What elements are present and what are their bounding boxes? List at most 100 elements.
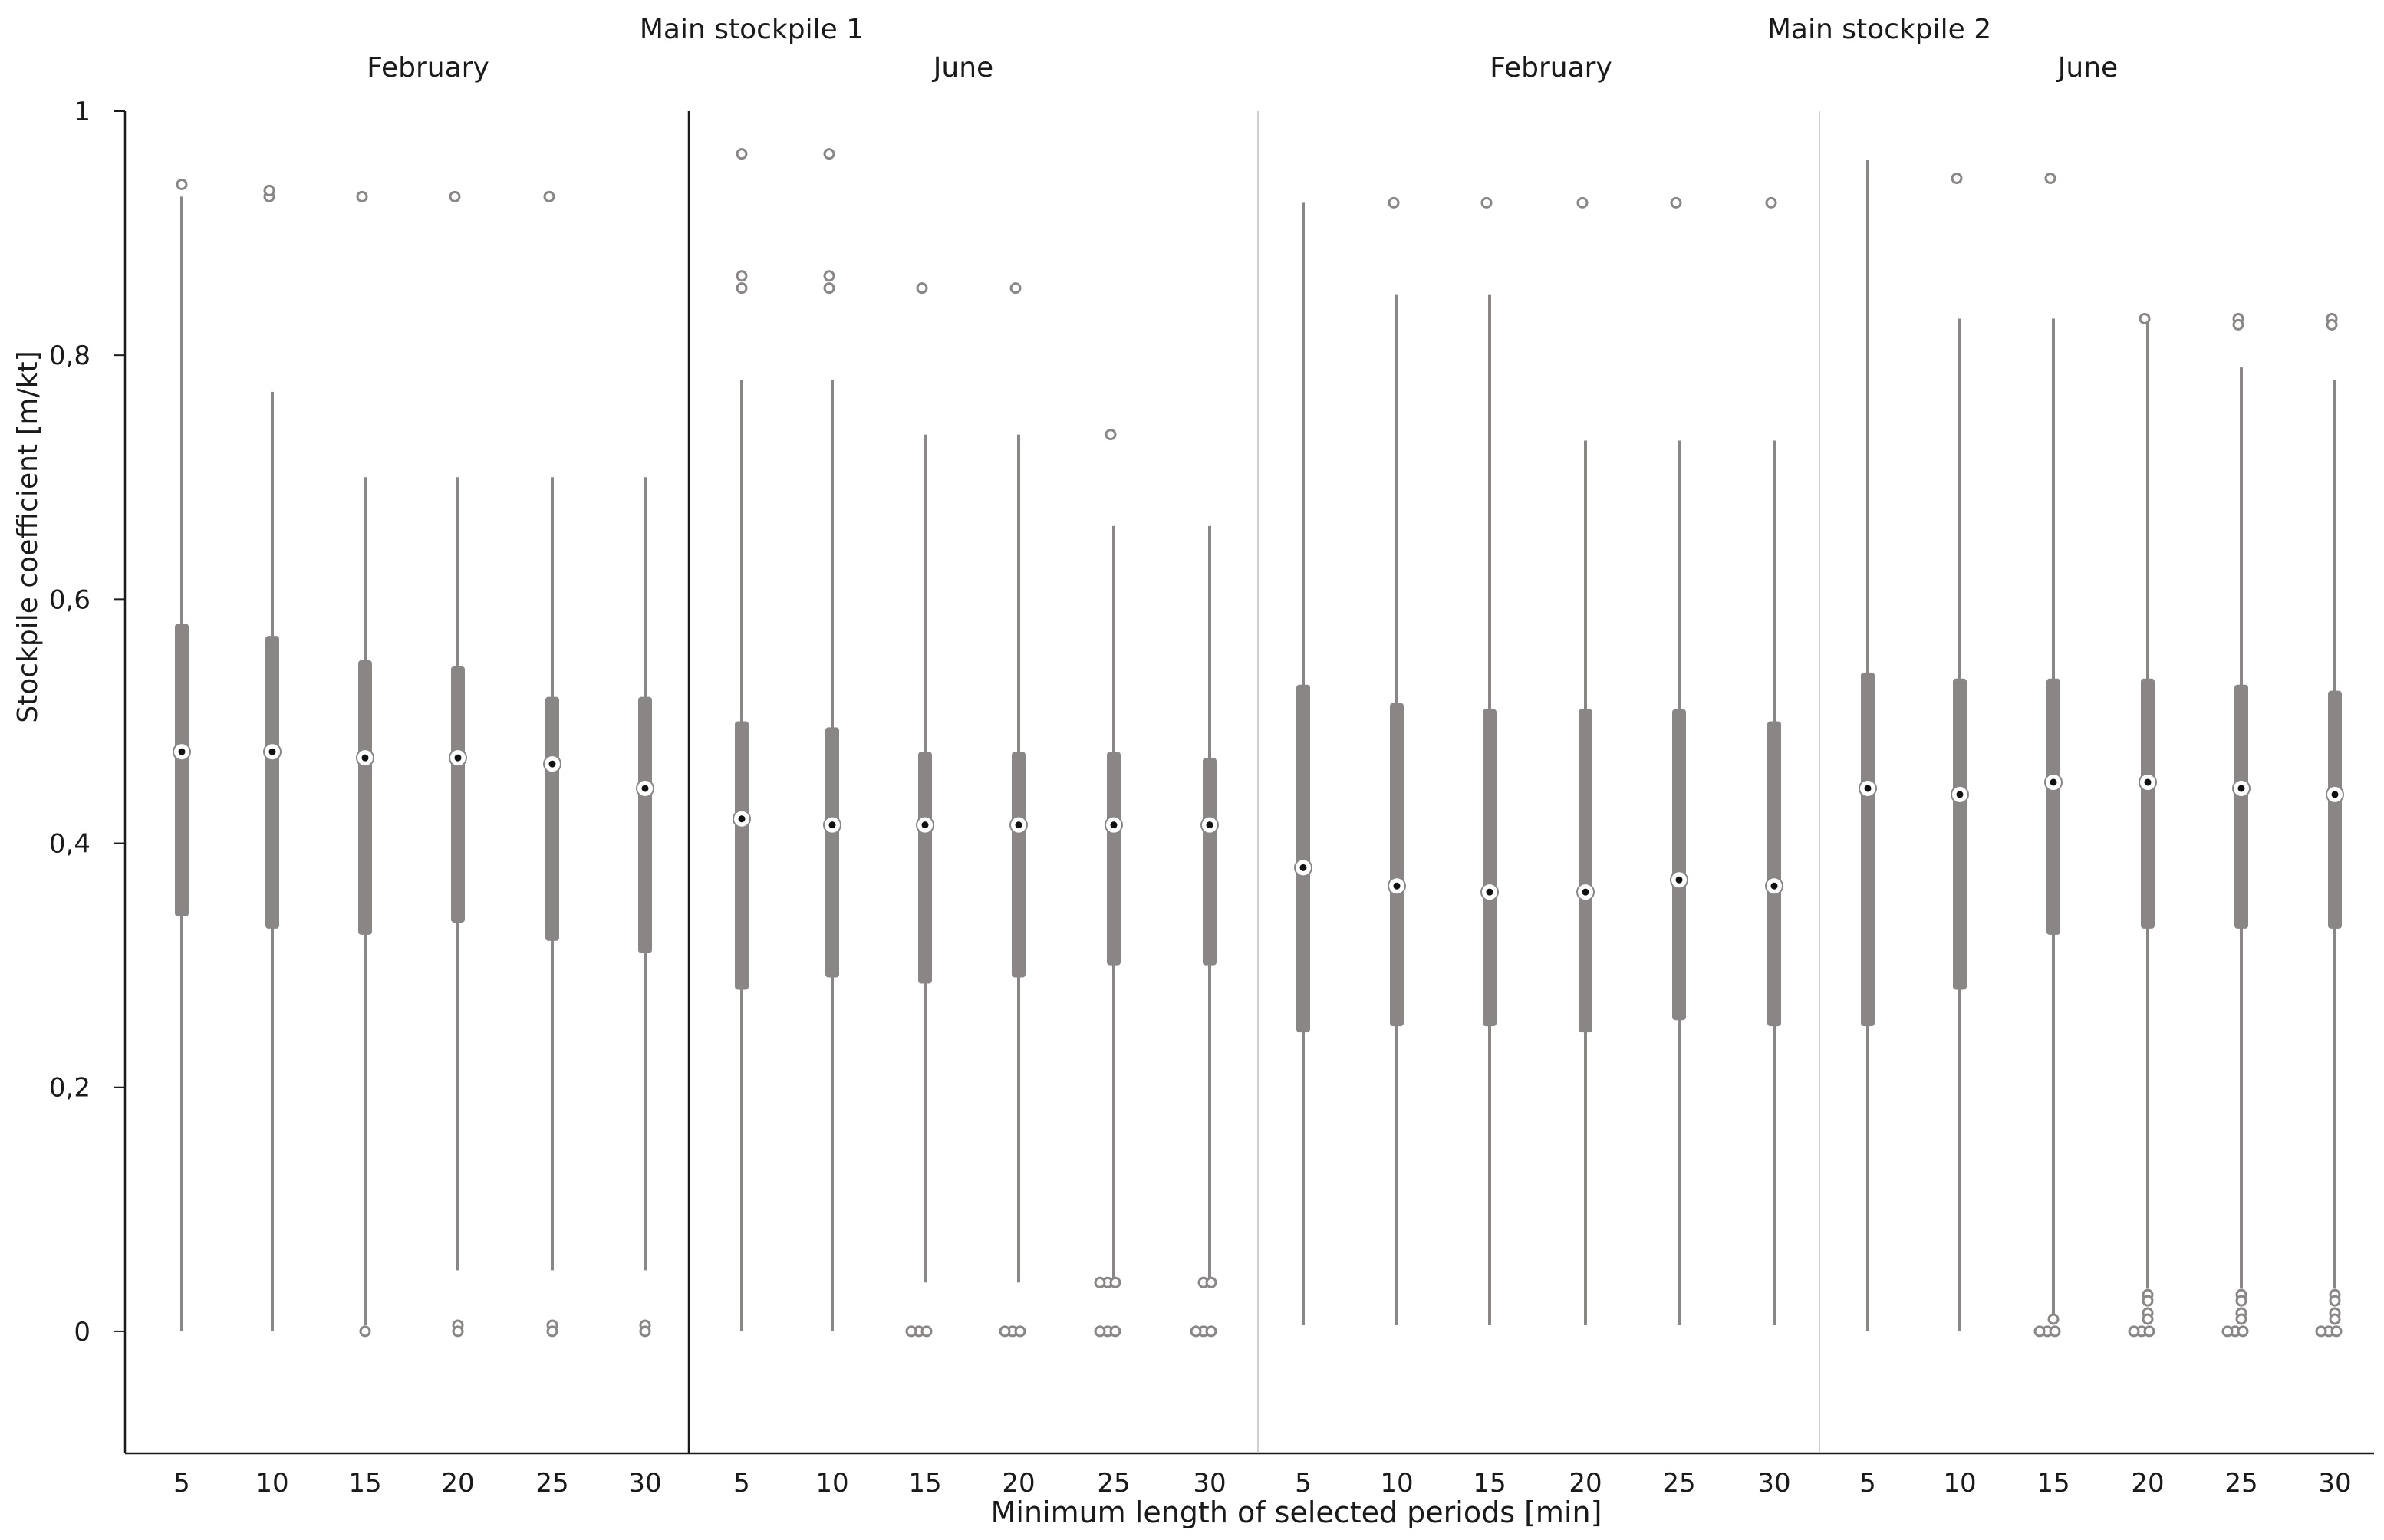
outlier-point: [2044, 173, 2056, 184]
x-tick-label: 15: [348, 1468, 381, 1499]
median-dot: [548, 760, 556, 768]
median-dot: [454, 754, 462, 762]
box-iqr: [175, 624, 189, 916]
x-tick-label: 5: [733, 1468, 750, 1499]
outlier-point: [359, 1325, 371, 1338]
outlier-point: [2330, 1325, 2343, 1338]
outlier-point: [543, 190, 555, 202]
outlier-point: [1205, 1325, 1217, 1338]
outlier-point: [2047, 1313, 2060, 1325]
outlier-point: [2232, 318, 2244, 331]
outlier-point: [449, 190, 461, 202]
x-tick-label: 15: [1473, 1468, 1506, 1499]
median-dot: [2144, 778, 2152, 786]
outlier-point: [2315, 1325, 2327, 1338]
x-tick-label: 25: [2224, 1468, 2257, 1499]
box-iqr: [1861, 672, 1875, 1027]
x-tick-label: 30: [1193, 1468, 1226, 1499]
outlier-point: [920, 1325, 933, 1338]
x-tick-label: 5: [1859, 1468, 1876, 1499]
x-tick-label: 25: [1662, 1468, 1695, 1499]
box-iqr: [2234, 684, 2248, 929]
box-iqr: [1012, 752, 1026, 978]
box-iqr: [1672, 709, 1686, 1021]
box-iqr: [545, 696, 559, 941]
outlier-point: [2329, 1313, 2341, 1325]
box-iqr: [825, 727, 839, 978]
y-tick-label: 0,2: [49, 1073, 91, 1104]
outlier-point: [2326, 318, 2338, 331]
median-dot: [1206, 821, 1213, 829]
outlier-point: [2139, 312, 2151, 324]
outlier-point: [1190, 1325, 1202, 1338]
box-iqr: [451, 666, 465, 923]
outlier-point: [452, 1325, 464, 1338]
outlier-point: [2235, 1313, 2247, 1325]
box-iqr: [358, 660, 372, 935]
box-iqr: [918, 752, 932, 984]
median-dot: [1393, 882, 1401, 890]
box-iqr: [2141, 678, 2155, 929]
y-tick-label: 1: [74, 97, 91, 127]
outlier-point: [1109, 1325, 1121, 1338]
x-tick-label: 20: [2131, 1468, 2164, 1499]
x-tick-label: 10: [1943, 1468, 1976, 1499]
outlier-point: [1576, 196, 1589, 209]
outlier-point: [2128, 1325, 2140, 1338]
axes: 00,20,40,60,815 10 15 20 25 30 5 10 15 20 25 30 5 10 1…: [49, 97, 2374, 1499]
outlier-point: [2221, 1325, 2234, 1338]
box-iqr: [735, 721, 749, 990]
outlier-point: [1205, 1276, 1217, 1288]
outlier-point: [2143, 1325, 2155, 1338]
median-dot: [1015, 821, 1022, 829]
median-dot: [1956, 791, 1964, 798]
x-tick-label: 25: [535, 1468, 568, 1499]
median-dot: [178, 748, 186, 755]
x-tick-label: 20: [1002, 1468, 1035, 1499]
x-tick-label: 20: [441, 1468, 474, 1499]
outlier-point: [546, 1325, 558, 1338]
box-iqr: [1203, 758, 1217, 966]
box-iqr: [1767, 721, 1781, 1027]
x-tick-label: 10: [815, 1468, 848, 1499]
outlier-point: [916, 282, 928, 295]
median-dot: [2050, 778, 2057, 786]
median-dot: [1864, 785, 1872, 792]
median-dot: [268, 748, 276, 755]
outlier-point: [1094, 1276, 1106, 1288]
box-marks: [173, 148, 2344, 1338]
x-tick-label: 30: [1757, 1468, 1790, 1499]
outlier-point: [1670, 196, 1682, 209]
outlier-point: [263, 184, 275, 196]
median-dot: [2237, 785, 2245, 792]
median-dot: [1299, 864, 1307, 871]
x-tick-label: 30: [628, 1468, 661, 1499]
outlier-point: [1765, 196, 1777, 209]
box-iqr: [1483, 709, 1497, 1027]
y-tick-label: 0: [74, 1317, 91, 1348]
outlier-point: [1109, 1276, 1121, 1288]
x-axis-label: Minimum length of selected periods [min]: [991, 1496, 1602, 1529]
panel-title: February: [367, 52, 489, 84]
outlier-point: [1014, 1325, 1026, 1338]
y-tick-label: 0,6: [49, 584, 91, 615]
panel-title: February: [1490, 52, 1612, 84]
outlier-point: [736, 270, 748, 282]
panel-dividers: [687, 111, 1820, 1453]
x-tick-label: 10: [255, 1468, 288, 1499]
outlier-point: [176, 178, 188, 190]
outlier-point: [999, 1325, 1011, 1338]
y-tick-label: 0,4: [49, 829, 91, 860]
outlier-point: [1480, 196, 1493, 209]
outlier-point: [2033, 1325, 2046, 1338]
x-tick-label: 10: [1380, 1468, 1413, 1499]
median-dot: [1110, 821, 1118, 829]
outlier-point: [1009, 282, 1022, 295]
median-dot: [1675, 876, 1683, 884]
x-tick-label: 5: [173, 1468, 190, 1499]
x-tick-label: 15: [2037, 1468, 2070, 1499]
outlier-point: [823, 270, 835, 282]
median-dot: [828, 821, 836, 829]
median-dot: [921, 821, 929, 829]
box-iqr: [2046, 678, 2060, 935]
